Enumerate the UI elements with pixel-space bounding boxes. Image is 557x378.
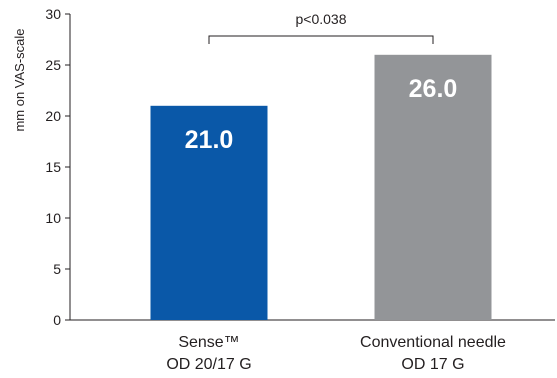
- p-value-label: p<0.038: [296, 11, 347, 27]
- y-tick-label: 5: [53, 261, 61, 277]
- x-tick-label: Sense™: [178, 334, 239, 351]
- y-axis-label: mm on VAS-scale: [12, 28, 27, 131]
- bar-1: [374, 54, 492, 321]
- bar-value-label: 26.0: [409, 75, 458, 103]
- bar-value-label: 21.0: [185, 126, 234, 154]
- significance-bracket: [208, 35, 434, 44]
- y-tick-label: 0: [53, 312, 61, 328]
- bar-0: [150, 105, 268, 320]
- y-tick-label: 10: [45, 210, 61, 226]
- y-tick-label: 30: [45, 6, 61, 22]
- x-tick-label: OD 17 G: [401, 356, 464, 373]
- y-tick-label: 20: [45, 108, 61, 124]
- x-tick-label: OD 20/17 G: [166, 356, 251, 373]
- y-tick-label: 25: [45, 57, 61, 73]
- x-tick-label: Conventional needle: [360, 334, 506, 351]
- y-tick-label: 15: [45, 159, 61, 175]
